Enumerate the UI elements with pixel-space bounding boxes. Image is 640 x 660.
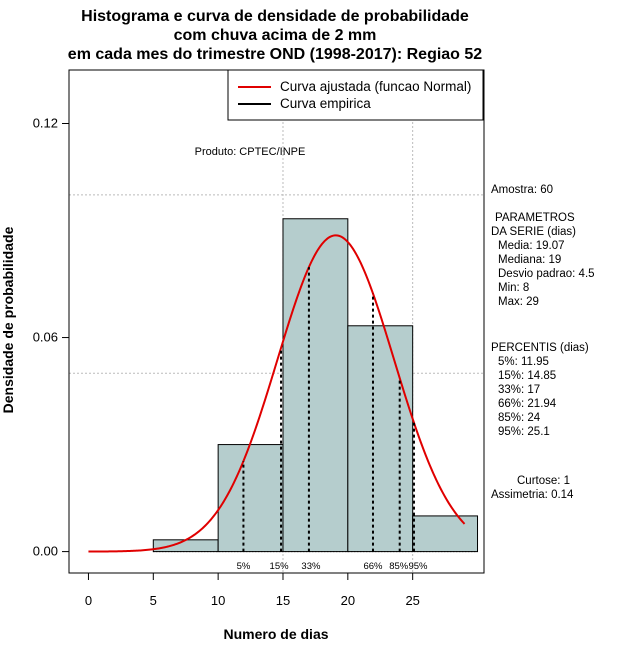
y-tick-label: 0.06 [33,330,58,345]
legend-label-normal: Curva ajustada (funcao Normal) [280,79,471,94]
histogram-bar [347,325,414,553]
percentile-label: 5% [237,561,251,572]
chart-title-line-2: com chuva acima de 2 mm [174,27,377,44]
histogram-bars [152,218,479,553]
histogram-bar [282,218,349,553]
x-axis: 0 5 10 15 20 25 [85,572,420,608]
grid-lines [69,70,484,573]
percentil-15: 15%: 14.85 [498,370,556,382]
param-desvio: Desvio padrao: 4.5 [498,268,595,280]
params-title: PARAMETROS [495,212,575,224]
percentil-33: 33%: 17 [498,384,540,396]
percentile-label: 66% [363,561,383,572]
percentile-label: 15% [270,561,290,572]
chart-title-line-1: Histograma e curva de densidade de proba… [81,8,469,25]
statistics-panel: Amostra: 60 PARAMETROS DA SERIE (dias) M… [491,184,595,501]
y-tick-label: 0.12 [33,116,58,131]
percentis-title: PERCENTIS (dias) [491,342,589,354]
product-annotation: Produto: CPTEC/INPE [195,146,306,158]
percentil-5: 5%: 11.95 [498,356,549,368]
x-tick-label: 0 [85,593,92,608]
percentile-label: 33% [301,561,321,572]
x-tick-label: 10 [211,593,225,608]
param-min: Min: 8 [498,282,529,294]
chart-title-line-3: em cada mes do trimestre OND (1998-2017)… [68,46,483,63]
percentile-label: 95% [408,561,428,572]
normal-curve-line [88,234,466,553]
percentil-95: 95%: 25.1 [498,426,550,438]
legend-box [227,69,484,121]
param-media: Media: 19.07 [498,240,565,252]
histogram-bar [217,444,284,553]
histogram-bar [152,539,219,553]
param-mediana: Mediana: 19 [498,254,561,266]
y-tick-label: 0.00 [33,544,58,559]
y-axis: 0.00 0.06 0.12 [33,116,70,559]
percentile-lines: 5% 15% 33% 66% 85% 95% [237,267,428,572]
x-tick-label: 20 [341,593,355,608]
assimetria: Assimetria: 0.14 [491,489,574,501]
x-tick-label: 5 [150,593,157,608]
percentile-label: 85% [389,561,409,572]
param-max: Max: 29 [498,296,539,308]
x-tick-label: 25 [405,593,419,608]
curtose: Curtose: 1 [517,475,570,487]
legend-label-empirical: Curva empirica [280,96,371,111]
params-subtitle: DA SERIE (dias) [491,226,576,238]
percentil-85: 85%: 24 [498,412,541,424]
histogram-bar [412,515,479,553]
legend: Curva ajustada (funcao Normal) Curva emp… [227,69,484,121]
x-tick-label: 15 [276,593,290,608]
x-axis-label: Numero de dias [223,626,328,642]
percentil-66: 66%: 21.94 [498,398,557,410]
y-axis-label: Densidade de probabilidade [0,226,16,413]
sample-size: Amostra: 60 [491,184,553,196]
